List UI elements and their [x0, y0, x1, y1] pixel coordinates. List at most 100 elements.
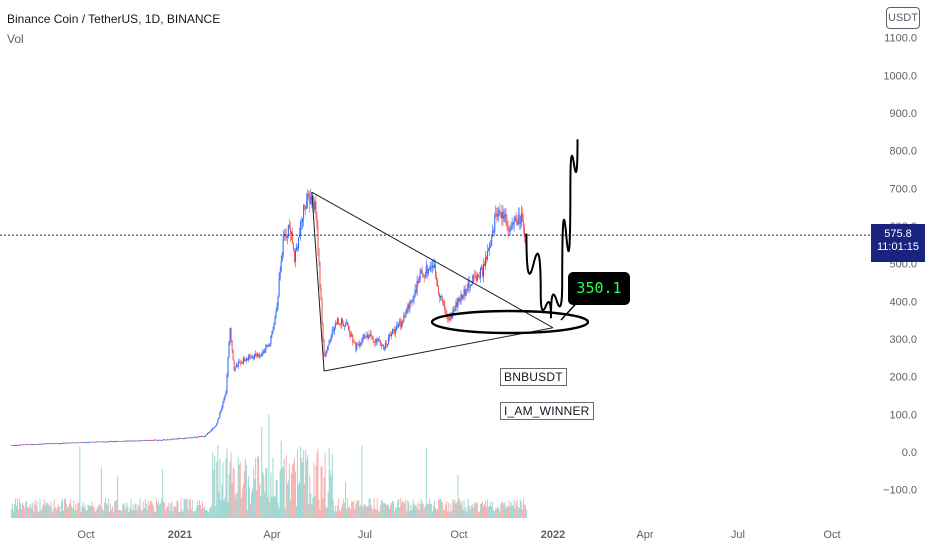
projection-curve[interactable]	[525, 139, 579, 319]
triangle-lower-line[interactable]	[323, 327, 554, 372]
volume-bar	[63, 510, 65, 518]
triangle-left-line[interactable]	[311, 192, 325, 372]
candle-body	[112, 441, 114, 442]
volume-bar	[459, 500, 461, 518]
candle-body	[488, 248, 490, 251]
candle-body	[192, 437, 194, 439]
candle-body	[409, 302, 411, 309]
volume-bar	[373, 498, 375, 518]
volume-bar	[308, 504, 310, 518]
candle-body	[203, 436, 205, 438]
candle-body	[428, 268, 430, 270]
volume-bar	[468, 505, 470, 518]
time-tick-label: 2022	[541, 529, 565, 541]
volume-bar	[386, 505, 388, 518]
volume-bar	[286, 483, 288, 518]
candle-body	[141, 440, 143, 442]
volume-bar	[44, 505, 46, 518]
volume-bar	[197, 505, 199, 518]
candle-body	[523, 227, 525, 238]
candle-body	[354, 342, 356, 343]
triangle-upper-line[interactable]	[311, 191, 554, 329]
volume-bar	[417, 502, 419, 518]
candle-body	[301, 221, 303, 223]
volume-bar	[348, 506, 350, 518]
candle-body	[285, 235, 287, 238]
candle-body	[103, 441, 105, 443]
candle-body	[361, 340, 363, 344]
highlight-ellipse[interactable]	[430, 309, 590, 335]
volume-bar	[301, 458, 303, 518]
volume-bar	[153, 511, 155, 518]
volume-bar	[115, 500, 117, 518]
volume-bar	[336, 505, 338, 518]
volume-bar	[126, 502, 128, 518]
volume-bar	[269, 501, 271, 518]
volume-bar	[374, 508, 376, 518]
volume-bar	[371, 508, 373, 518]
volume-bar	[359, 506, 361, 518]
volume-bar	[517, 507, 519, 518]
volume-bar	[260, 496, 262, 518]
volume-bar	[439, 499, 441, 518]
candle-body	[444, 302, 446, 310]
volume-bar	[481, 501, 483, 518]
candle-body	[135, 440, 137, 442]
volume-bar	[440, 498, 442, 518]
volume-bar	[18, 509, 20, 518]
candle-body	[498, 210, 500, 214]
candle-body	[24, 444, 26, 446]
candle-body	[212, 427, 214, 430]
candle-body	[19, 444, 21, 446]
currency-badge[interactable]: USDT	[886, 7, 920, 29]
volume-bar	[116, 500, 118, 518]
price-tick-label: 1100.0	[884, 33, 917, 45]
volume-bar	[163, 502, 165, 518]
price-callout[interactable]: 350.1	[568, 272, 630, 305]
winner-text-box[interactable]: I_AM_WINNER	[500, 402, 594, 420]
candle-body	[232, 349, 234, 361]
candle-body	[229, 328, 231, 342]
volume-bar	[377, 510, 379, 518]
candle-body	[177, 438, 179, 440]
last-price-tag: 575.8 11:01:15	[871, 224, 925, 262]
candle-body	[392, 329, 394, 334]
volume-bar	[238, 464, 240, 518]
candle-body	[503, 216, 505, 220]
volume-bar	[361, 445, 363, 518]
volume-bar	[207, 511, 209, 518]
candle-body	[406, 309, 408, 312]
candle-body	[12, 445, 14, 446]
volume-bar	[305, 450, 307, 518]
volume-bar	[321, 466, 323, 518]
candle-body	[199, 436, 201, 438]
volume-bar	[385, 504, 387, 518]
candle-body	[133, 440, 135, 442]
candle-body	[365, 337, 367, 339]
volume-bar	[47, 504, 49, 518]
volume-bar	[183, 498, 185, 518]
time-tick-label: Apr	[636, 529, 653, 541]
candle-body	[373, 340, 375, 343]
candle-body	[304, 205, 306, 207]
candle-body	[96, 441, 98, 443]
candle-body	[65, 442, 67, 444]
volume-bar	[492, 501, 494, 518]
candle-body	[454, 309, 456, 311]
candle-body	[278, 278, 280, 296]
volume-bar	[270, 472, 272, 518]
volume-bar	[245, 464, 247, 518]
candle-body	[43, 443, 45, 445]
volume-bar	[460, 504, 462, 518]
volume-bar	[186, 498, 188, 518]
candle-body	[442, 297, 444, 303]
candle-body	[154, 439, 156, 441]
volume-bar	[160, 503, 162, 518]
volume-bar	[246, 510, 248, 518]
candle-body	[306, 201, 308, 210]
candle-body	[439, 293, 441, 298]
symbol-text-box[interactable]: BNBUSDT	[500, 368, 567, 386]
volume-bar	[454, 499, 456, 518]
candle-body	[176, 438, 178, 440]
